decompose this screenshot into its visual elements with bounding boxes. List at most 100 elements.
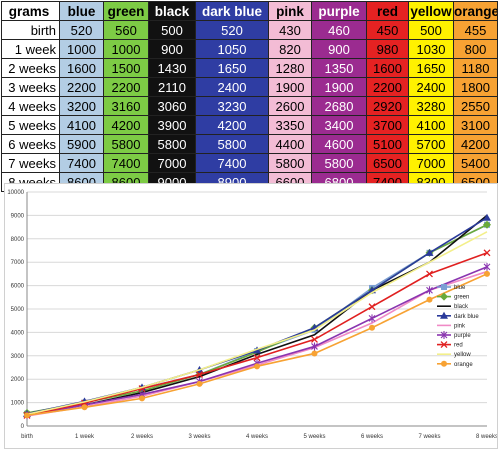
table-cell: 3400 xyxy=(311,115,367,135)
table-cell: 430 xyxy=(268,20,312,40)
data-point xyxy=(139,395,145,402)
table-row: 2 weeks 1600 1500 1430 1650 1280 1350 1600 1650 1… xyxy=(1,58,498,78)
table-cell: 7400 xyxy=(103,153,149,173)
y-tick-label: 3000 xyxy=(11,354,25,360)
series-line xyxy=(26,252,488,417)
table-cell: 800 xyxy=(453,39,498,59)
row-label: 5 weeks xyxy=(1,115,60,135)
data-point xyxy=(368,303,376,311)
x-tick-label: 5 weeks xyxy=(303,434,325,440)
table-cell: 7400 xyxy=(59,153,104,173)
table-cell: 1280 xyxy=(268,58,312,78)
y-tick-label: 8000 xyxy=(11,237,25,243)
column-header: orange xyxy=(453,1,498,21)
legend-marker xyxy=(441,360,447,367)
data-point xyxy=(425,248,434,256)
row-label: 1 week xyxy=(1,39,60,59)
table-row: 6 weeks 5900 5800 5800 5800 4400 4600 5100 5700 4… xyxy=(1,134,498,154)
y-tick-label: 6000 xyxy=(11,284,25,290)
data-point xyxy=(311,350,318,357)
table-row: 7 weeks 7400 7400 7000 7400 5800 5800 6500 7000 5… xyxy=(1,153,498,173)
table-cell: 5800 xyxy=(268,153,312,173)
data-point xyxy=(81,404,88,411)
table-cell: 520 xyxy=(59,20,104,40)
table-cell: 2920 xyxy=(366,96,409,116)
table-cell: 3700 xyxy=(366,115,409,135)
series-line xyxy=(26,231,488,416)
table-cell: 3200 xyxy=(59,96,104,116)
data-point xyxy=(24,412,30,419)
y-tick-label: 10000 xyxy=(7,190,24,196)
table-cell: 1030 xyxy=(408,39,454,59)
row-label: birth xyxy=(1,20,60,40)
table-cell: 520 xyxy=(195,20,269,40)
data-point xyxy=(426,270,433,278)
table-cell: 4600 xyxy=(311,134,367,154)
legend-label: yellow xyxy=(454,352,471,358)
data-point xyxy=(483,249,491,257)
table-row: 3 weeks 2200 2200 2110 2400 1900 1900 2200 2400 1… xyxy=(1,77,498,97)
series-line xyxy=(26,214,488,416)
chart-svg: 0 1000 2000 3000 4000 5000 6000 7000 8000 9000 100… xyxy=(7,190,498,440)
row-label: 7 weeks xyxy=(1,153,60,173)
data-point xyxy=(311,342,318,351)
table-cell: 980 xyxy=(366,39,409,59)
data-point xyxy=(484,270,490,277)
legend-label: pink xyxy=(454,323,466,329)
table-cell: 1180 xyxy=(453,58,498,78)
table-cell: 5900 xyxy=(59,134,104,154)
legend-marker xyxy=(440,311,448,319)
data-point xyxy=(368,314,376,323)
table-cell: 2110 xyxy=(148,77,196,97)
table-cell: 4200 xyxy=(195,115,269,135)
row-label: 6 weeks xyxy=(1,134,60,154)
table-cell: 2400 xyxy=(408,77,454,97)
x-tick-label: 2 weeks xyxy=(131,434,153,440)
table-cell: 7400 xyxy=(195,153,269,173)
table-row: 4 weeks 3200 3160 3060 3230 2600 2680 2920 3280 2… xyxy=(1,96,498,116)
table-cell: 3900 xyxy=(148,115,196,135)
data-point xyxy=(483,262,491,271)
weights-table: grams blue green black dark blue pink purple r… xyxy=(1,1,498,192)
table-body: birth 520 560 500 520 430 460 450 500 455 1 week 10… xyxy=(1,20,498,192)
table-cell: 2550 xyxy=(453,96,498,116)
table-cell: 7000 xyxy=(148,153,196,173)
y-tick-label: 0 xyxy=(21,424,25,430)
table-cell: 3230 xyxy=(195,96,269,116)
table-cell: 1800 xyxy=(453,77,498,97)
table-cell: 1430 xyxy=(148,58,196,78)
column-header: purple xyxy=(311,1,367,21)
data-point xyxy=(254,363,260,370)
series-line xyxy=(26,266,488,417)
legend-label: green xyxy=(454,295,469,301)
legend-label: blue xyxy=(454,285,466,291)
data-point xyxy=(311,335,318,343)
table-cell: 4200 xyxy=(103,115,149,135)
table-cell: 2200 xyxy=(59,77,104,97)
legend-marker xyxy=(441,284,447,290)
data-point xyxy=(483,220,491,229)
table-cell: 1500 xyxy=(103,58,149,78)
table-cell: 5800 xyxy=(148,134,196,154)
legend-label: orange xyxy=(454,362,473,368)
table-cell: 6500 xyxy=(366,153,409,173)
table-cell: 560 xyxy=(103,20,149,40)
table-cell: 5400 xyxy=(453,153,498,173)
table-cell: 4100 xyxy=(408,115,454,135)
x-tick-label: 3 weeks xyxy=(188,434,210,440)
corner-label: grams xyxy=(1,1,60,21)
table-cell: 2400 xyxy=(195,77,269,97)
data-point xyxy=(369,324,375,331)
table-cell: 3100 xyxy=(453,115,498,135)
data-point xyxy=(196,371,203,378)
table-cell: 2200 xyxy=(366,77,409,97)
x-tick-label: 8 weeks xyxy=(476,434,497,440)
table-cell: 1600 xyxy=(59,58,104,78)
series-line xyxy=(26,270,488,417)
table-cell: 450 xyxy=(366,20,409,40)
table-cell: 5800 xyxy=(311,153,367,173)
column-header: dark blue xyxy=(195,1,269,21)
x-tick-label: 4 weeks xyxy=(246,434,268,440)
table-cell: 3160 xyxy=(103,96,149,116)
table-cell: 1350 xyxy=(311,58,367,78)
